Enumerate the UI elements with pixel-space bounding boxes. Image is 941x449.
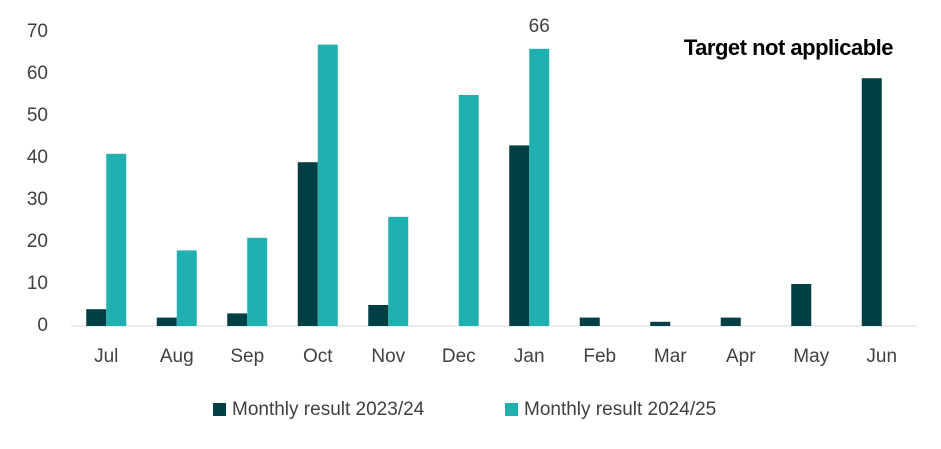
y-tick-label: 40 [27,147,48,168]
y-tick-label: 30 [27,189,48,210]
y-tick-label: 10 [27,273,48,294]
y-tick-label: 70 [27,21,48,42]
bar [529,48,550,327]
legend-label: Monthly result 2024/25 [524,399,716,420]
y-tick-label: 0 [37,315,48,336]
x-tick-label: May [793,346,829,367]
bar [317,44,338,326]
x-tick-label: Sep [230,346,264,367]
bar [791,284,812,326]
legend-swatch [213,403,226,416]
x-tick-label: Jun [866,346,897,367]
annotation: Target not applicable [684,35,893,60]
bar [86,309,107,326]
bar [861,78,882,326]
legend-label: Monthly result 2023/24 [232,399,425,420]
bar [247,237,268,326]
data-label: 66 [529,16,550,37]
bar [720,317,741,326]
bar [579,317,600,326]
y-tick-label: 60 [27,63,48,84]
bar [368,305,389,326]
x-tick-label: Apr [726,346,756,367]
bar [227,313,248,326]
bar [509,145,530,326]
bar [176,250,197,326]
bar [388,216,409,326]
bar [106,153,127,326]
x-tick-label: Aug [160,346,194,367]
bar [297,162,318,326]
x-tick-label: Dec [442,346,476,367]
x-tick-label: Jan [514,346,545,367]
bar [156,317,177,326]
legend-swatch [505,403,518,416]
bar [458,95,479,326]
x-tick-label: Mar [654,346,687,367]
y-tick-label: 50 [27,105,48,126]
x-tick-label: Nov [371,346,405,367]
x-tick-label: Jul [94,346,118,367]
x-tick-label: Feb [583,346,616,367]
y-tick-label: 20 [27,231,48,252]
bar [650,321,671,326]
x-tick-label: Oct [303,346,333,367]
